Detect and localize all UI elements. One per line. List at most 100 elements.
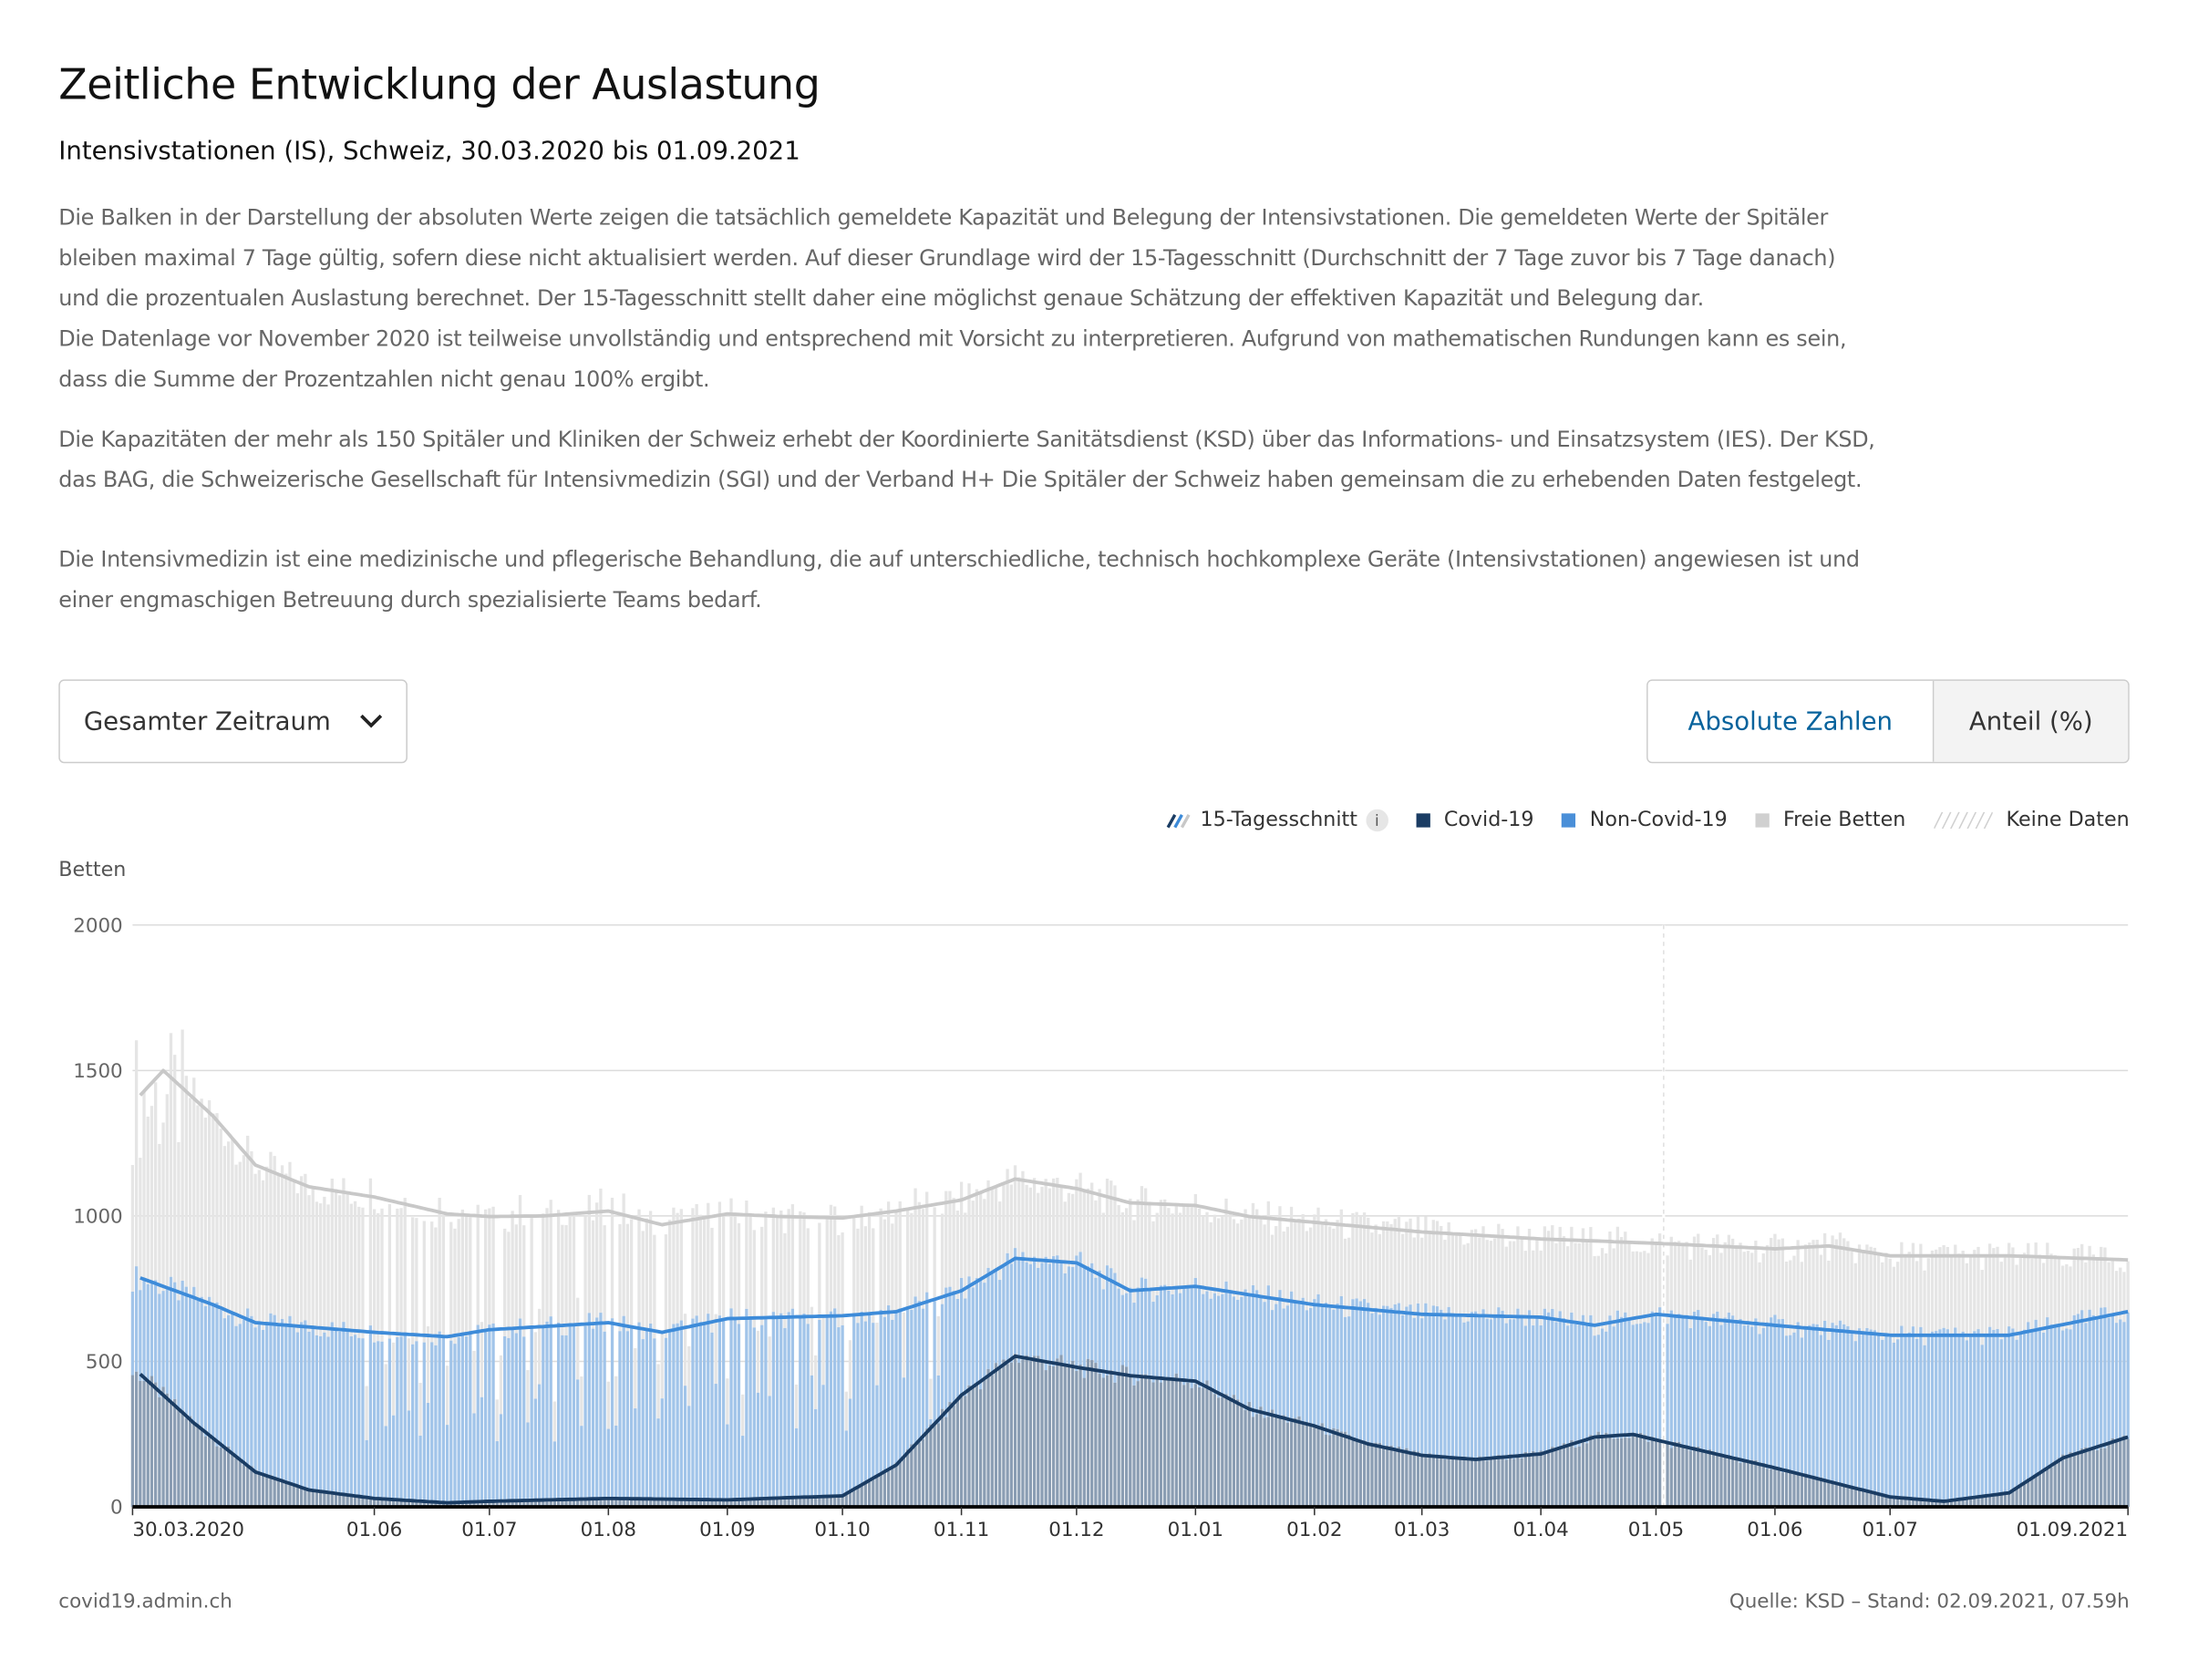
bar-covid	[1205, 1380, 1209, 1508]
bar-non-covid	[1949, 1335, 1954, 1500]
bar-covid	[1067, 1364, 1071, 1508]
bar-non-covid	[1965, 1340, 1969, 1499]
bar-free-beds	[1873, 1247, 1877, 1331]
bar-covid	[2076, 1453, 2080, 1508]
footer-source-site[interactable]: covid19.admin.ch	[58, 1590, 232, 1613]
bar-non-covid	[983, 1283, 986, 1379]
bar-covid	[1915, 1499, 1919, 1508]
bar-free-beds	[622, 1193, 625, 1316]
bar-free-beds	[1838, 1232, 1842, 1321]
x-tick-label: 01.09	[699, 1519, 755, 1541]
bar-non-covid	[1627, 1318, 1631, 1438]
info-icon[interactable]: i	[1366, 809, 1388, 832]
bar-free-beds	[1789, 1260, 1792, 1335]
bar-covid	[913, 1445, 917, 1508]
bar-non-covid	[948, 1286, 952, 1403]
bar-free-beds	[1124, 1208, 1129, 1293]
bar-free-beds	[1343, 1238, 1347, 1317]
bar-non-covid	[139, 1290, 142, 1381]
bar-non-covid	[1071, 1266, 1075, 1362]
bar-covid	[779, 1498, 783, 1508]
bar-non-covid	[1980, 1345, 1984, 1497]
bar-covid	[1301, 1423, 1305, 1508]
bar-free-beds	[1032, 1178, 1037, 1257]
bar-covid	[2111, 1438, 2114, 1508]
bar-covid	[603, 1498, 606, 1508]
bar-covid	[1094, 1363, 1098, 1508]
bar-non-covid	[1954, 1327, 1957, 1500]
bar-covid	[1113, 1382, 1117, 1508]
bar-non-covid	[1328, 1307, 1332, 1436]
bar-non-covid	[676, 1323, 679, 1500]
bar-non-covid	[1942, 1327, 1945, 1501]
bar-non-covid	[580, 1426, 583, 1499]
tab-absolute-numbers[interactable]: Absolute Zahlen	[1647, 680, 1935, 762]
bar-free-beds	[1037, 1192, 1040, 1268]
bar-free-beds	[1473, 1229, 1478, 1312]
bar-free-beds	[1677, 1241, 1681, 1314]
bar-free-beds	[1481, 1226, 1485, 1310]
bar-covid	[2034, 1475, 2038, 1508]
bar-non-covid	[1792, 1332, 1796, 1472]
bar-covid	[1551, 1447, 1554, 1508]
bar-covid	[1244, 1409, 1247, 1508]
tab-percentage[interactable]: Anteil (%)	[1934, 680, 2129, 762]
bar-non-covid	[1742, 1325, 1746, 1462]
bar-free-beds	[1167, 1208, 1171, 1291]
bar-free-beds	[872, 1228, 875, 1324]
y-tick-label: 0	[110, 1497, 123, 1520]
bar-covid	[745, 1499, 748, 1508]
bar-covid	[998, 1366, 1002, 1508]
bar-non-covid	[484, 1329, 488, 1502]
bar-free-beds	[441, 1215, 445, 1338]
bar-covid	[161, 1386, 165, 1508]
bar-covid	[1332, 1427, 1336, 1508]
bar-non-covid	[1865, 1327, 1869, 1491]
bar-covid	[377, 1499, 380, 1508]
bar-free-beds	[1800, 1262, 1804, 1338]
bar-free-beds	[472, 1350, 476, 1414]
bar-non-covid	[1800, 1337, 1804, 1477]
bar-covid	[1424, 1457, 1428, 1508]
bar-covid	[1071, 1361, 1075, 1508]
bar-covid	[967, 1385, 971, 1508]
bar-covid	[1965, 1498, 1969, 1508]
period-select[interactable]: Gesamter Zeitraum	[58, 679, 408, 764]
bar-free-beds	[391, 1342, 396, 1416]
bar-free-beds	[181, 1029, 184, 1281]
bar-non-covid	[457, 1337, 460, 1502]
bar-free-beds	[1002, 1183, 1006, 1266]
bar-covid	[1800, 1476, 1804, 1508]
bar-covid	[2027, 1478, 2030, 1508]
bar-free-beds	[457, 1219, 460, 1338]
bar-covid	[480, 1500, 484, 1508]
bar-non-covid	[986, 1267, 990, 1369]
bar-non-covid	[365, 1439, 368, 1498]
bar-covid	[1473, 1459, 1478, 1508]
bar-covid	[1822, 1479, 1827, 1508]
bar-non-covid	[511, 1328, 514, 1501]
bar-non-covid	[276, 1324, 281, 1481]
bar-non-covid	[1400, 1314, 1405, 1453]
bar-covid	[1827, 1480, 1831, 1508]
bar-non-covid	[315, 1335, 319, 1491]
bar-free-beds	[192, 1077, 196, 1287]
bar-non-covid	[323, 1332, 326, 1491]
bar-free-beds	[2041, 1263, 2046, 1333]
bar-free-beds	[1523, 1251, 1527, 1326]
bar-non-covid	[200, 1296, 203, 1430]
bar-non-covid	[1278, 1290, 1282, 1417]
bar-free-beds	[1723, 1242, 1727, 1318]
bar-non-covid	[1619, 1316, 1624, 1438]
bar-non-covid	[1374, 1307, 1378, 1443]
bar-covid	[1171, 1380, 1174, 1508]
bar-free-beds	[556, 1210, 561, 1323]
bar-free-beds	[1466, 1242, 1470, 1322]
bar-non-covid	[1389, 1307, 1393, 1446]
bar-non-covid	[549, 1316, 552, 1500]
bar-non-covid	[745, 1308, 748, 1500]
bar-covid	[606, 1499, 610, 1508]
x-tick-label: 01.11	[934, 1519, 989, 1541]
bar-non-covid	[910, 1309, 913, 1445]
bar-free-beds	[1730, 1238, 1735, 1316]
